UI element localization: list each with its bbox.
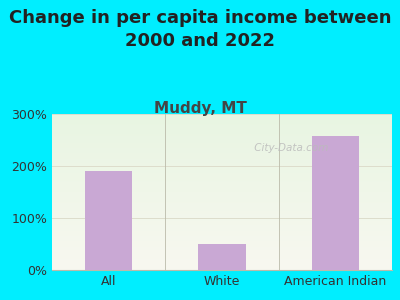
Bar	[312, 136, 359, 270]
Bar	[85, 171, 132, 270]
Text: Change in per capita income between
2000 and 2022: Change in per capita income between 2000…	[9, 9, 391, 50]
Bar	[198, 244, 246, 270]
Text: Muddy, MT: Muddy, MT	[154, 100, 246, 116]
Text: City-Data.com: City-Data.com	[251, 143, 329, 153]
